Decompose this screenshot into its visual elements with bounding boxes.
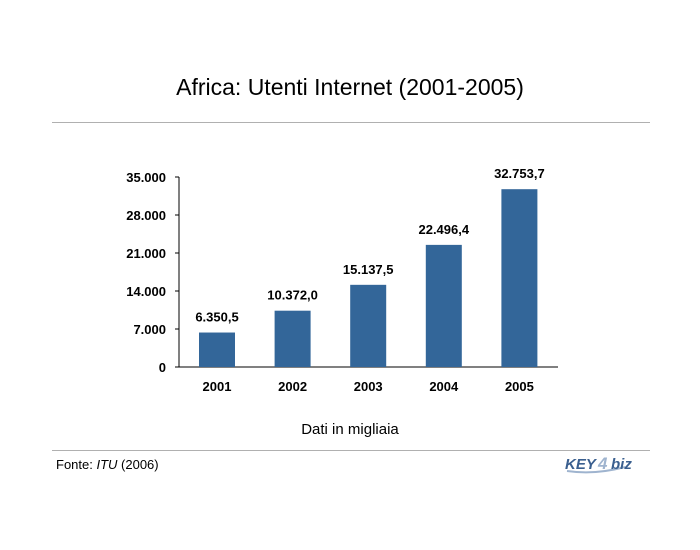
top-divider — [52, 122, 650, 123]
x-axis: 2001 2002 2003 2004 2005 — [179, 366, 558, 394]
y-tick-label: 28.000 — [126, 208, 166, 223]
bottom-divider — [52, 450, 650, 451]
logo-key-text: KEY — [565, 456, 598, 473]
y-axis: 0 7.000 14.000 21.000 28.000 35.000 — [126, 170, 180, 375]
bar-2004 — [425, 244, 462, 367]
source-note: Fonte: ITU (2006) — [56, 457, 159, 472]
y-tick-label: 7.000 — [133, 322, 166, 337]
bar-2002 — [274, 310, 311, 367]
source-prefix: Fonte: — [56, 457, 97, 472]
y-tick-label: 14.000 — [126, 284, 166, 299]
x-tick-label: 2003 — [354, 379, 383, 394]
bar-2003 — [350, 284, 387, 367]
page-title: Africa: Utenti Internet (2001-2005) — [176, 74, 524, 100]
source-name: ITU — [96, 457, 118, 472]
source-suffix: (2006) — [117, 457, 159, 472]
data-label: 10.372,0 — [267, 288, 318, 303]
x-tick-label: 2001 — [203, 379, 232, 394]
x-tick-label: 2005 — [505, 379, 534, 394]
data-label: 15.137,5 — [343, 262, 394, 277]
y-tick-label: 35.000 — [126, 170, 166, 185]
logo-swoosh — [566, 466, 626, 474]
key4biz-logo: KEY 4 biz — [565, 454, 632, 474]
data-label: 6.350,5 — [195, 310, 238, 325]
x-tick-label: 2002 — [278, 379, 307, 394]
y-tick-label: 0 — [159, 360, 166, 375]
chart-caption: Dati in migliaia — [301, 421, 399, 438]
bars — [199, 189, 538, 367]
data-labels: 6.350,5 10.372,0 15.137,5 22.496,4 32.753,7 — [195, 166, 544, 324]
y-tick-label: 21.000 — [126, 246, 166, 261]
bar-2005 — [501, 189, 538, 367]
data-label: 32.753,7 — [494, 166, 545, 181]
bar-2001 — [199, 332, 235, 367]
data-label: 22.496,4 — [418, 222, 469, 237]
logo-biz-text: biz — [611, 456, 632, 473]
x-tick-label: 2004 — [429, 379, 459, 394]
logo-four-text: 4 — [597, 454, 608, 473]
